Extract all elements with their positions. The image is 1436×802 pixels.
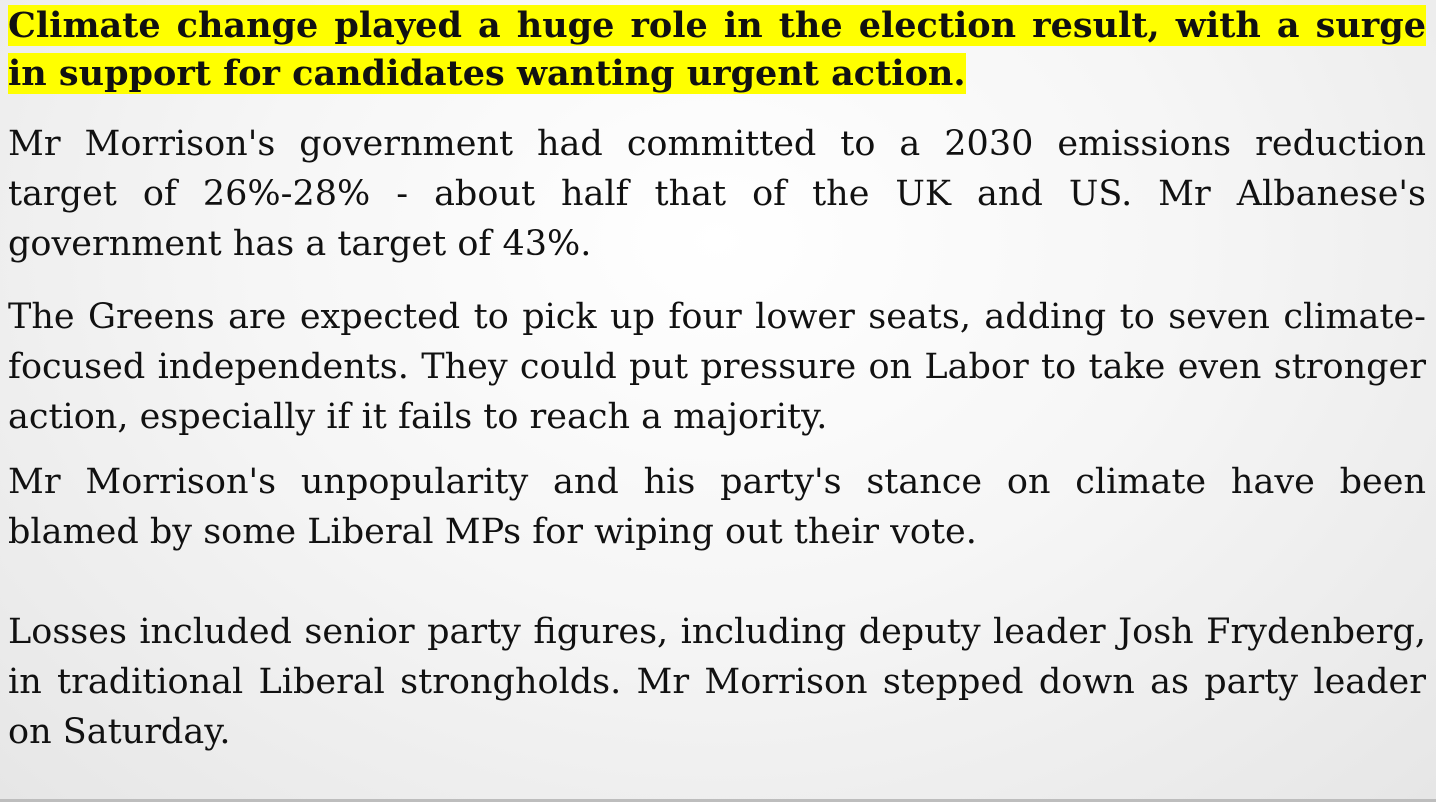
paragraph-greens-independents: The Greens are expected to pick up four … [8, 297, 1426, 437]
paragraph-emissions-target: Mr Morrison's government had committed t… [8, 124, 1426, 264]
headline: Climate change played a huge role in the… [8, 2, 1426, 98]
bottom-divider [0, 799, 1436, 802]
headline-highlight: Climate change played a huge role in the… [8, 5, 1426, 94]
paragraph-morrison-unpopularity: Mr Morrison's unpopularity and his party… [8, 462, 1426, 552]
paragraph-losses: Losses included senior party figures, in… [8, 612, 1426, 752]
slide-content: Climate change played a huge role in the… [8, 2, 1426, 757]
